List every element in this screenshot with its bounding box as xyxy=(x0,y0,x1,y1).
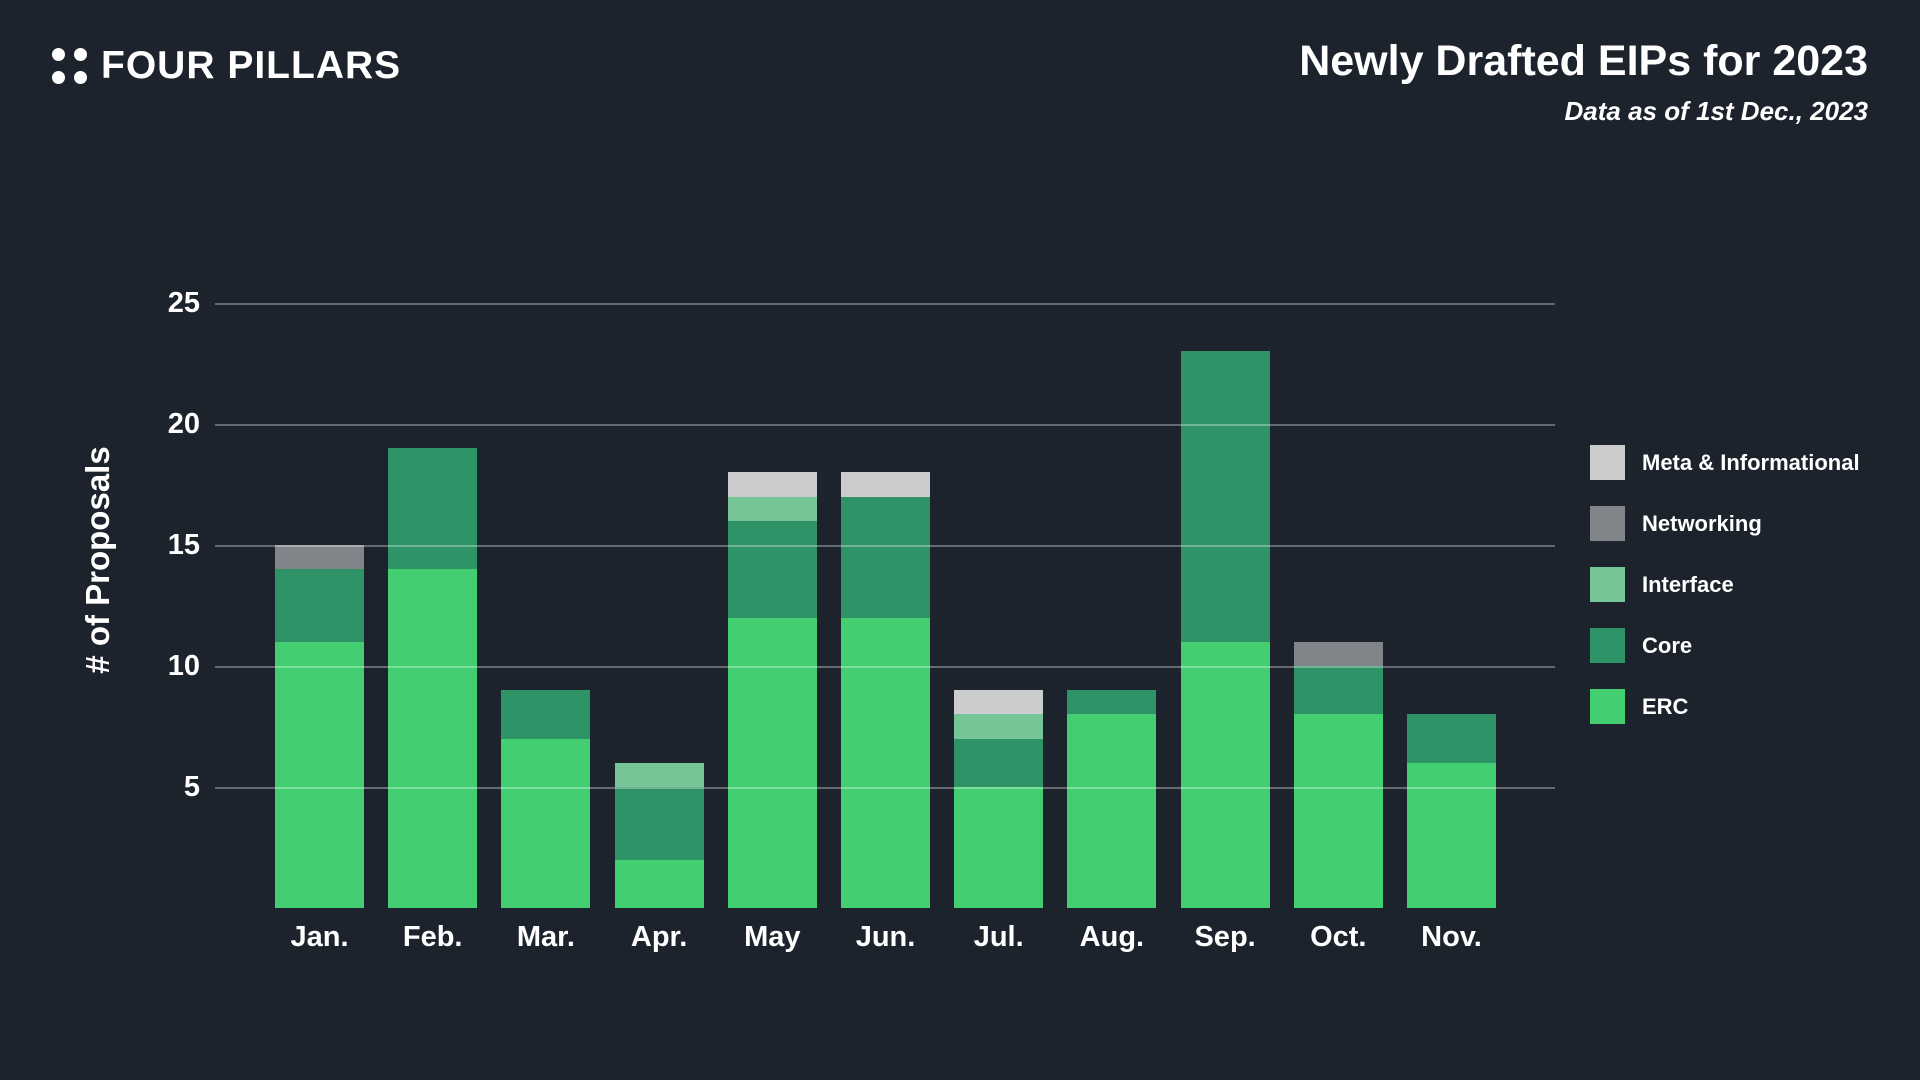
bar-segment-meta-jun xyxy=(841,472,930,497)
y-axis-label: # of Proposals xyxy=(79,446,116,674)
dot xyxy=(74,71,87,84)
x-label-nov: Nov. xyxy=(1421,921,1482,953)
legend-item-erc: ERC xyxy=(1590,689,1860,724)
gridline-15 xyxy=(215,545,1555,547)
bar-segment-erc-nov xyxy=(1407,762,1496,908)
dot xyxy=(52,48,65,61)
bar-may xyxy=(727,472,817,908)
x-label-jul: Jul. xyxy=(973,921,1024,953)
legend-swatch-interface xyxy=(1590,567,1625,602)
bar-nov xyxy=(1407,714,1496,908)
x-label-jun: Jun. xyxy=(855,921,916,953)
bar-aug xyxy=(1067,690,1157,908)
bar-segment-core-aug xyxy=(1067,690,1157,715)
bar-feb xyxy=(388,448,478,908)
legend-item-interface: Interface xyxy=(1590,567,1860,602)
gridline-10 xyxy=(215,666,1555,668)
legend-swatch-erc xyxy=(1590,689,1625,724)
bar-apr xyxy=(614,762,704,908)
bar-jan xyxy=(275,545,364,908)
bar-segment-core-jan xyxy=(275,569,364,642)
legend-item-core: Core xyxy=(1590,628,1860,663)
bar-segment-networking-oct xyxy=(1293,641,1383,667)
bar-segment-meta-jul xyxy=(954,690,1044,715)
bar-segment-core-oct xyxy=(1293,666,1383,715)
legend-label: Networking xyxy=(1642,510,1762,536)
bar-segment-core-apr xyxy=(614,787,704,860)
legend-item-networking: Networking xyxy=(1590,506,1860,541)
bar-segment-networking-jan xyxy=(275,545,364,570)
x-label-apr: Apr. xyxy=(630,921,688,953)
bar-segment-interface-apr xyxy=(614,762,704,788)
bar-segment-core-sep xyxy=(1180,351,1270,642)
bar-segment-erc-aug xyxy=(1067,714,1157,908)
dot xyxy=(74,48,87,61)
legend-swatch-meta xyxy=(1590,445,1625,480)
bar-jul xyxy=(954,690,1044,908)
dot xyxy=(52,71,65,84)
gridline-25 xyxy=(215,303,1555,305)
bar-segment-interface-jul xyxy=(954,714,1044,739)
title-block: Newly Drafted EIPs for 2023 Data as of 1… xyxy=(1299,36,1868,127)
legend-label: Interface xyxy=(1642,571,1734,597)
y-tick-25: 25 xyxy=(167,287,200,319)
bar-segment-erc-jan xyxy=(275,641,364,908)
bar-segment-erc-mar xyxy=(501,738,591,908)
bar-mar xyxy=(501,690,591,908)
legend-label: Meta & Informational xyxy=(1642,449,1860,475)
x-label-oct: Oct. xyxy=(1310,921,1367,953)
bar-segment-erc-feb xyxy=(388,569,478,908)
bar-segment-meta-may xyxy=(727,472,817,497)
legend-item-meta: Meta & Informational xyxy=(1590,445,1860,480)
gridline-5 xyxy=(215,787,1555,789)
bar-segment-core-feb xyxy=(388,448,478,570)
bar-segment-core-may xyxy=(727,520,817,618)
legend-swatch-networking xyxy=(1590,506,1625,541)
x-label-may: May xyxy=(744,921,801,953)
bar-oct xyxy=(1293,641,1383,908)
bar-segment-erc-may xyxy=(727,617,817,908)
brand-logo: FOUR PILLARS xyxy=(52,44,401,88)
legend-label: Core xyxy=(1642,632,1693,658)
bar-sep xyxy=(1180,351,1270,908)
x-label-aug: Aug. xyxy=(1079,921,1145,953)
y-tick-20: 20 xyxy=(167,408,200,440)
y-tick-5: 5 xyxy=(183,771,200,803)
x-label-sep: Sep. xyxy=(1194,921,1256,953)
plot-area xyxy=(215,280,1563,908)
bar-segment-interface-may xyxy=(727,496,817,521)
bar-segment-core-jul xyxy=(954,738,1044,787)
bar-segment-core-nov xyxy=(1407,714,1496,763)
bar-segment-erc-jun xyxy=(841,617,930,908)
x-label-jan: Jan. xyxy=(290,921,349,953)
legend-swatch-core xyxy=(1590,628,1625,663)
legend: Meta & Informational Networking Interface C… xyxy=(1590,445,1860,750)
bar-segment-erc-sep xyxy=(1180,641,1270,908)
bar-jun xyxy=(841,472,930,908)
x-label-mar: Mar. xyxy=(516,921,575,953)
chart-title: Newly Drafted EIPs for 2023 xyxy=(1299,37,1868,85)
x-label-feb: Feb. xyxy=(402,921,463,953)
y-tick-15: 15 xyxy=(167,529,200,561)
bar-segment-erc-oct xyxy=(1293,714,1383,908)
four-dots-icon xyxy=(52,48,87,84)
legend-label: ERC xyxy=(1642,693,1689,719)
bar-segment-core-mar xyxy=(501,690,591,739)
bar-segment-erc-apr xyxy=(614,859,704,908)
brand-name: FOUR PILLARS xyxy=(101,44,402,87)
y-tick-10: 10 xyxy=(167,650,200,682)
gridline-20 xyxy=(215,424,1555,426)
bar-segment-core-jun xyxy=(841,496,930,618)
bar-segment-erc-jul xyxy=(954,787,1044,908)
chart-subtitle: Data as of 1st Dec., 2023 xyxy=(1564,96,1869,126)
